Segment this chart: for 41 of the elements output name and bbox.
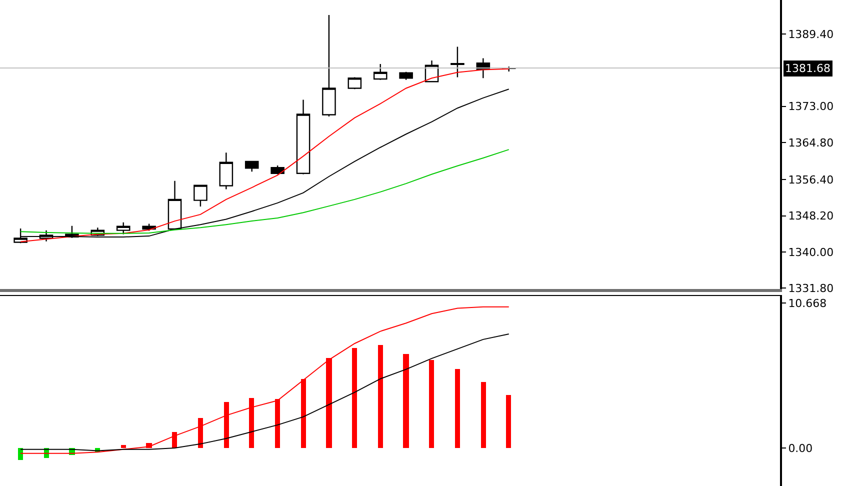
line-series: [20, 334, 510, 452]
bar: [429, 360, 434, 448]
bar: [326, 358, 332, 448]
candlestick: [168, 180, 182, 230]
bar: [224, 402, 229, 448]
bar: [455, 369, 460, 448]
y-tick-label: 0.00: [788, 442, 813, 455]
y-tick-label: 1364.80: [788, 136, 834, 150]
bar: [403, 354, 409, 448]
line-series: [20, 149, 510, 234]
y-tick-label: 1331.80: [788, 282, 834, 295]
bar: [172, 432, 177, 448]
candlestick: [296, 99, 310, 175]
y-tick-label: 1348.20: [788, 210, 834, 223]
candlestick: [116, 222, 130, 235]
candlestick: [322, 14, 336, 118]
bar: [121, 445, 126, 448]
candlestick: [450, 46, 464, 78]
y-tick-label: 1356.40: [788, 173, 834, 186]
bar: [378, 345, 383, 448]
ref-line-label: 1381.68: [785, 62, 830, 75]
y-tick-label: 1389.40: [788, 28, 834, 41]
candlestick: [244, 160, 259, 172]
candlestick: [270, 164, 284, 175]
candlestick: [219, 152, 234, 190]
bar: [18, 448, 23, 460]
bar: [275, 399, 280, 448]
bar: [301, 379, 306, 448]
line-series: [20, 306, 510, 454]
bar: [249, 398, 254, 448]
candlestick: [348, 76, 362, 90]
bar: [352, 348, 357, 448]
candlestick: [194, 184, 208, 208]
y-tick-label: 10.668: [788, 297, 827, 310]
y-tick-label: 1340.00: [788, 246, 834, 259]
candlestick: [373, 63, 388, 80]
bar: [506, 395, 511, 448]
bar: [481, 382, 486, 448]
bar: [198, 418, 203, 448]
y-tick-label: 1373.00: [788, 100, 834, 114]
candlestick: [399, 71, 413, 80]
